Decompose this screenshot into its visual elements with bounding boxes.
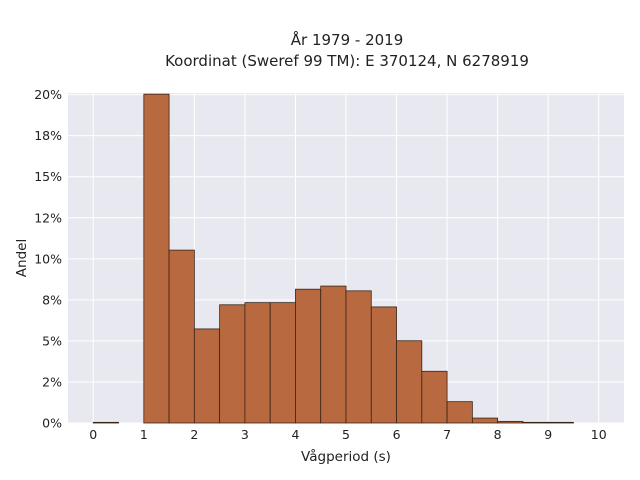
x-tick-label: 0 [89,427,97,442]
x-tick-label: 3 [241,427,249,442]
histogram-bar [193,328,221,424]
x-tick-label: 10 [591,427,607,442]
y-tick-label: 5% [42,333,62,348]
x-tick-label: 8 [494,427,502,442]
y-tick-label: 10% [34,251,62,266]
histogram-bar [295,288,322,424]
y-axis-ticks: 0% 2% 5% 8% 10% 12% 15% 18% 20% [34,87,62,430]
histogram-bar [345,290,372,424]
histogram-bar [522,421,549,424]
histogram-bar [471,417,499,424]
chart-title-line-1: År 1979 - 2019 [291,30,404,49]
y-tick-label: 8% [42,292,62,307]
y-tick-label: 20% [34,87,62,102]
histogram-bar [547,421,574,424]
y-tick-label: 18% [34,128,62,143]
histogram-bar [421,370,448,424]
histogram-bar [168,249,195,424]
x-tick-label: 6 [393,427,401,442]
histogram-bar [92,421,119,424]
x-tick-label: 7 [443,427,451,442]
histogram-bar [446,401,473,424]
histogram-bar [269,302,296,424]
histogram-bar [143,93,170,424]
x-tick-label: 1 [140,427,148,442]
y-tick-label: 15% [34,169,62,184]
histogram-bar [396,340,423,424]
x-tick-label: 4 [291,427,299,442]
histogram-bar [244,302,271,424]
y-tick-label: 2% [42,374,62,389]
histogram-bar [497,420,524,424]
y-axis-label: Andel [14,239,30,277]
histogram-bar [320,285,347,424]
x-tick-label: 9 [544,427,552,442]
x-tick-label: 2 [190,427,198,442]
x-axis-ticks: 0 1 2 3 4 5 6 7 8 9 10 [89,427,606,442]
histogram-bar [370,306,397,424]
histogram-bars [92,93,574,424]
y-tick-label: 12% [34,210,62,225]
chart-title-line-2: Koordinat (Sweref 99 TM): E 370124, N 62… [165,52,529,70]
x-tick-label: 5 [342,427,350,442]
y-tick-label: 0% [42,416,62,431]
x-axis-label: Vågperiod (s) [301,448,391,465]
histogram-bar [219,304,246,424]
